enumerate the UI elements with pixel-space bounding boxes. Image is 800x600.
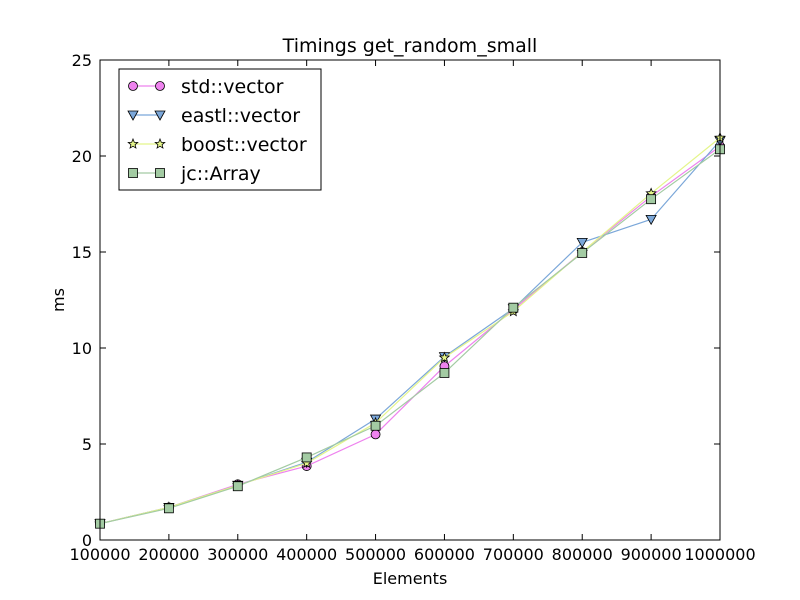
legend-label: eastl::vector xyxy=(181,105,300,127)
legend-entry-boost-vector: boost::vector xyxy=(127,134,307,156)
y-tick-label: 10 xyxy=(72,339,92,358)
x-axis-label: Elements xyxy=(373,569,448,588)
x-tick-label: 100000 xyxy=(69,545,130,564)
x-tick-label: 900000 xyxy=(621,545,682,564)
y-tick-label: 0 xyxy=(82,531,92,550)
ticks-layer: 100000 200000 300000 400000 500000 600000 7000… xyxy=(69,51,755,564)
data-point-jc-array xyxy=(508,302,519,313)
data-point-std-vector xyxy=(370,429,381,440)
plot-frame xyxy=(99,59,721,541)
legend-entry-jc-array: jc::Array xyxy=(128,163,261,185)
y-tick-label: 5 xyxy=(82,435,92,454)
data-point-jc-array xyxy=(370,420,381,431)
legend-entry-eastl-vector: eastl::vector xyxy=(127,105,300,127)
x-tick-label: 500000 xyxy=(345,545,406,564)
chart-title: Timings get_random_small xyxy=(282,35,538,57)
legend-marker xyxy=(127,110,139,121)
data-point-boost-vector xyxy=(438,351,451,363)
y-tick-label: 15 xyxy=(72,243,92,262)
legend-marker xyxy=(154,137,166,149)
legend-marker xyxy=(127,137,139,149)
legend-entry-std-vector: std::vector xyxy=(128,76,284,98)
x-tick-label: 600000 xyxy=(414,545,475,564)
legend-box xyxy=(118,68,322,191)
x-tick-label: 1000000 xyxy=(684,545,755,564)
data-point-jc-array xyxy=(163,503,174,514)
legend-label: boost::vector xyxy=(181,134,307,156)
series-line-boost-vector xyxy=(99,137,721,525)
data-point-eastl-vector xyxy=(645,214,657,226)
x-tick-label: 800000 xyxy=(552,545,613,564)
legend: std::vectoreastl::vectorboost::vectorjc:… xyxy=(118,68,322,191)
data-point-jc-array xyxy=(232,481,243,492)
x-tick-label: 300000 xyxy=(207,545,268,564)
x-tick-label: 700000 xyxy=(483,545,544,564)
data-point-jc-array xyxy=(646,194,657,205)
x-tick-label: 400000 xyxy=(276,545,337,564)
legend-marker xyxy=(128,168,138,178)
legend-label: std::vector xyxy=(181,76,284,98)
legend-marker xyxy=(155,81,165,91)
legend-marker xyxy=(128,81,138,91)
data-point-jc-array xyxy=(577,248,588,258)
legend-marker xyxy=(154,110,166,121)
data-point-jc-array xyxy=(301,452,312,463)
y-tick-label: 25 xyxy=(72,51,92,70)
y-axis-label: ms xyxy=(49,288,68,312)
legend-marker xyxy=(155,168,165,178)
legend-label: jc::Array xyxy=(180,163,261,185)
series-layer xyxy=(94,131,726,530)
x-tick-label: 200000 xyxy=(138,545,199,564)
y-tick-label: 20 xyxy=(72,147,92,166)
data-point-eastl-vector xyxy=(576,237,588,249)
legend-entries: std::vectoreastl::vectorboost::vectorjc:… xyxy=(127,76,307,185)
series-line-jc-array xyxy=(99,148,721,525)
data-point-jc-array xyxy=(439,368,450,378)
